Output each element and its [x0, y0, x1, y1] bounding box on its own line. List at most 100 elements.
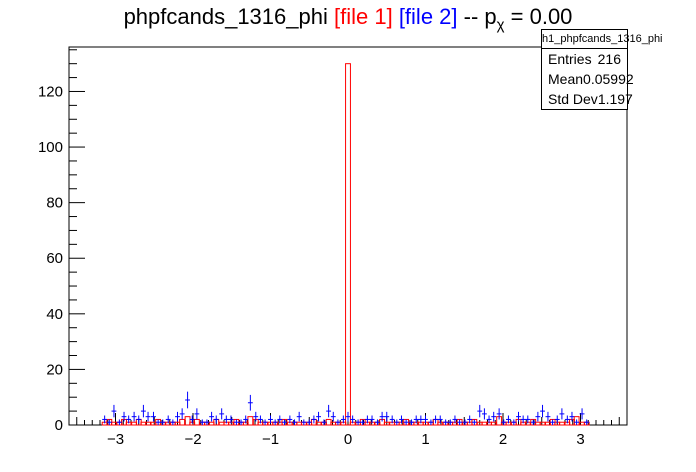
stats-row-mean: Mean 0.05992	[542, 69, 634, 89]
data-point	[418, 415, 424, 424]
series-file2	[102, 391, 590, 425]
data-point	[467, 415, 473, 424]
y-tick-label: 120	[38, 83, 63, 100]
stats-label: Entries	[548, 51, 592, 67]
histogram-bar	[131, 421, 138, 426]
data-point	[550, 419, 556, 425]
histogram-bar	[208, 421, 215, 426]
data-point	[253, 411, 259, 422]
data-point	[155, 419, 161, 425]
data-point	[335, 419, 341, 425]
data-point	[384, 411, 390, 422]
data-point	[491, 411, 497, 422]
histogram-bar	[315, 421, 322, 426]
data-point	[160, 419, 166, 425]
data-point	[140, 404, 146, 418]
title-chi-subscript: χ	[496, 16, 505, 34]
histogram-bar	[330, 421, 337, 426]
title-file2-label: [file 2]	[398, 4, 458, 29]
data-point	[126, 415, 132, 424]
data-point	[228, 415, 234, 424]
data-point	[243, 415, 249, 424]
data-point	[379, 411, 385, 422]
histogram-bar	[193, 418, 200, 426]
data-point	[443, 419, 449, 425]
data-point	[364, 415, 370, 424]
data-point	[452, 415, 458, 424]
y-tick-label: 100	[38, 139, 63, 156]
histogram-bar	[184, 416, 191, 426]
series-file1	[101, 63, 590, 426]
stats-value: 216	[597, 51, 621, 67]
data-point	[520, 415, 526, 424]
data-point	[136, 415, 142, 424]
stats-row-stddev: Std Dev 1.197	[542, 89, 633, 109]
data-point	[272, 419, 278, 425]
x-tick-label: 2	[499, 431, 507, 448]
data-point	[447, 419, 453, 425]
data-point	[486, 415, 492, 424]
data-point	[355, 419, 361, 425]
data-point	[321, 419, 327, 425]
data-point	[389, 415, 395, 424]
histogram-bar	[325, 418, 332, 426]
y-tick-label: 80	[46, 195, 63, 212]
data-point	[199, 419, 205, 425]
stats-row-entries: Entries 216	[542, 49, 627, 69]
histogram-bar	[150, 421, 157, 426]
data-point	[423, 415, 428, 424]
x-tick-label: −3	[107, 431, 124, 448]
data-point	[413, 415, 419, 424]
stats-label: Std Dev	[548, 91, 598, 107]
data-point	[121, 411, 127, 422]
data-point	[213, 415, 219, 424]
x-tick-label: −1	[262, 431, 279, 448]
data-point	[540, 404, 545, 418]
histogram-bar	[481, 421, 488, 426]
x-tick-label: 0	[344, 431, 352, 448]
x-tick-label: 1	[421, 431, 429, 448]
data-point	[437, 415, 443, 424]
y-tick-label: 20	[46, 361, 63, 378]
title-pvalue: = 0.00	[510, 4, 573, 29]
data-point	[394, 419, 400, 425]
histogram-bar	[247, 416, 254, 426]
data-point	[111, 404, 117, 418]
data-point	[106, 419, 112, 425]
histogram-bar	[539, 421, 546, 426]
data-point	[185, 391, 191, 409]
chart-title: phpfcands_1316_phi [file 1] [file 2] -- …	[0, 4, 696, 33]
histogram-bar	[383, 421, 390, 426]
title-separator: -- p	[463, 4, 497, 29]
data-point	[584, 419, 590, 425]
data-point	[428, 419, 434, 425]
data-point	[535, 411, 541, 422]
data-point	[350, 415, 356, 424]
data-point	[516, 411, 521, 422]
data-point	[292, 419, 297, 425]
histogram-bar	[140, 421, 147, 426]
data-point	[525, 415, 531, 424]
data-point	[175, 411, 180, 422]
data-point	[204, 419, 210, 425]
data-point	[403, 419, 409, 425]
data-point	[257, 415, 263, 424]
data-point	[433, 415, 439, 424]
data-point	[145, 411, 151, 422]
histogram-bar	[218, 421, 225, 426]
y-tick-label: 0	[55, 417, 63, 434]
histogram-bar	[179, 418, 186, 426]
data-point	[296, 411, 302, 422]
data-point	[399, 415, 404, 424]
y-tick-label: 60	[46, 250, 63, 267]
data-point	[223, 415, 229, 424]
data-point	[462, 419, 468, 425]
data-point	[247, 394, 253, 411]
data-point	[574, 419, 580, 425]
data-point	[219, 408, 225, 420]
x-tick-label: 3	[576, 431, 584, 448]
data-point	[209, 411, 215, 422]
axes: 0 20 40 60 80 100 120 −3 −2 −1 0 1 2 3	[38, 46, 628, 448]
data-point	[262, 419, 268, 425]
